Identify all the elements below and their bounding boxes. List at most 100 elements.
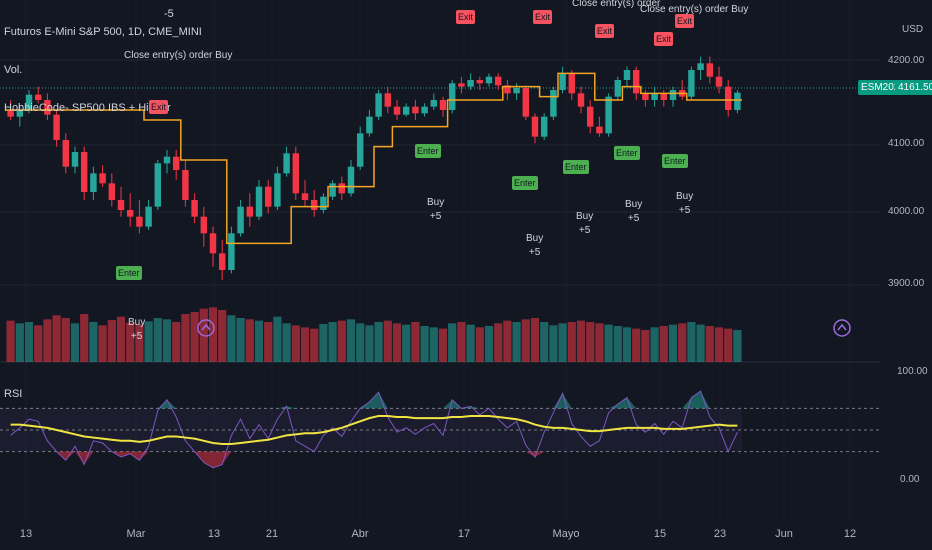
candlesticks: [7, 56, 741, 280]
candle-body: [513, 88, 520, 94]
candle-body: [448, 83, 456, 110]
candle-body: [430, 100, 438, 107]
buy-qty: +5: [528, 247, 541, 258]
trailing-stop-line: [6, 72, 742, 245]
buy-qty: +5: [578, 225, 591, 236]
candle-body: [117, 200, 125, 210]
candle-body: [108, 183, 116, 200]
volume-bar: [512, 322, 521, 362]
candle-body: [632, 70, 640, 94]
buy-label: Buy: [427, 197, 445, 208]
volume-bar: [549, 325, 558, 362]
volume-bar: [98, 325, 107, 362]
rsi-legend[interactable]: RSI: [4, 388, 23, 400]
price-tick-4100: 4100.00: [888, 138, 925, 149]
exit-signal: Exit: [675, 14, 695, 28]
candle-body: [264, 186, 272, 207]
candle-body: [393, 106, 401, 115]
time-tick: 13: [207, 528, 221, 540]
candle-body: [34, 94, 42, 100]
candle-body: [44, 100, 51, 115]
candle-body: [90, 173, 97, 192]
candle-body: [467, 80, 474, 87]
candle-body: [660, 93, 668, 100]
rsi-overbought-fill: [167, 399, 177, 409]
candle-body: [715, 76, 723, 87]
buy-label: Buy: [576, 211, 594, 222]
candle-body: [172, 156, 180, 170]
buy-qty: +5: [429, 211, 442, 222]
candle-body: [191, 200, 198, 217]
volume-bar: [126, 322, 135, 362]
candle-body: [605, 96, 612, 134]
volume-bar: [181, 314, 190, 362]
candle-body: [669, 90, 677, 100]
rsi-oversold-fill: [65, 451, 75, 461]
volume-bar: [540, 322, 549, 362]
time-tick: Mar: [126, 528, 146, 540]
exit-signal: Exit: [595, 24, 615, 38]
candle-body: [577, 93, 585, 107]
volume-bar: [586, 322, 595, 362]
volume-bar: [678, 323, 687, 362]
buy-qty: +5: [678, 205, 691, 216]
volume-bar: [457, 322, 466, 362]
candle-body: [154, 163, 162, 207]
candle-body: [145, 206, 152, 227]
volume-bar: [576, 320, 586, 362]
time-tick: 13: [19, 528, 33, 540]
candle-body: [347, 166, 355, 194]
candle-body: [724, 86, 732, 110]
candle-body: [706, 63, 714, 77]
volume-bar: [650, 327, 659, 362]
volume-bar: [494, 323, 503, 362]
rsi-overbought-fill: [608, 404, 618, 409]
volume-bar: [641, 330, 650, 362]
currency-label: USD: [902, 24, 924, 35]
buy-annotation: Buy +5: [676, 190, 693, 218]
rsi-panel: [0, 390, 880, 469]
rsi-oversold-fill: [203, 451, 213, 468]
strategy-legend[interactable]: HobbieCode- SP500 IBS + Higher: [4, 102, 171, 114]
rsi-overbought-fill: [286, 406, 296, 409]
volume-bar: [595, 323, 604, 362]
rsi-overbought-fill: [277, 406, 287, 409]
candle-body: [25, 94, 33, 110]
rsi-overbought-fill: [691, 391, 701, 409]
event-icon[interactable]: [196, 318, 216, 338]
time-tick: Jun: [775, 528, 793, 540]
rsi-overbought-fill: [700, 391, 710, 409]
candle-body: [228, 233, 235, 270]
candle-body: [568, 73, 576, 94]
vol-legend[interactable]: Vol.: [4, 64, 23, 76]
volume-bar: [466, 324, 475, 362]
volume-bar: [107, 320, 116, 362]
volume-bar: [236, 318, 245, 362]
symbol-legend[interactable]: Futuros E-Mini S&P 500, 1D, CME_MINI: [4, 26, 202, 38]
volume-bar: [484, 326, 494, 362]
candle-body: [421, 106, 428, 114]
volume-bar: [356, 323, 365, 362]
candle-body: [642, 93, 649, 100]
rsi-overbought-fill: [443, 399, 453, 409]
candle-body: [182, 170, 189, 200]
time-tick: Abr: [351, 528, 369, 540]
volume-bar: [34, 325, 43, 362]
candle-body: [485, 76, 493, 84]
candle-body: [356, 133, 364, 167]
volume-bar: [61, 318, 70, 362]
volume-bar: [135, 324, 144, 362]
volume-bar: [346, 319, 356, 362]
rsi-overbought-fill: [617, 397, 627, 409]
volume-bar: [43, 319, 52, 362]
candle-body: [209, 233, 217, 254]
rsi-oversold-fill: [75, 451, 85, 465]
rsi-oversold-fill: [222, 451, 232, 465]
candle-body: [163, 156, 171, 164]
rsi-oversold-fill: [535, 451, 545, 457]
candle-body: [320, 196, 327, 210]
volume-bar: [383, 320, 392, 362]
event-icon[interactable]: [832, 318, 852, 338]
candle-body: [310, 200, 318, 210]
